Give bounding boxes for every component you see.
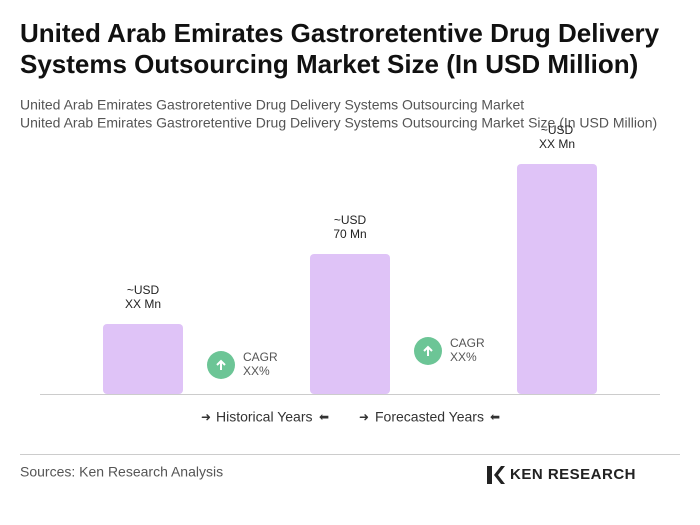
legend-icon: ➜: [201, 410, 211, 424]
cagr-label: CAGR: [450, 336, 485, 350]
value-label: XX Mn: [125, 297, 161, 311]
legend-icon: ➜: [359, 410, 369, 424]
legend-icon: ⬅: [490, 410, 500, 424]
value-label: ~USD: [334, 213, 367, 227]
bar: [310, 254, 390, 394]
chart-title: United Arab Emirates Gastroretentive Dru…: [20, 18, 660, 48]
cagr-value: XX%: [450, 350, 477, 364]
cagr-label: CAGR: [243, 350, 278, 364]
cagr-value: XX%: [243, 364, 270, 378]
logo-text: KEN RESEARCH: [510, 466, 636, 483]
logo-icon: [487, 466, 505, 484]
value-label: ~USD: [541, 123, 574, 137]
bar: [103, 324, 183, 394]
source: Sources: Ken Research Analysis: [20, 464, 223, 480]
subtitle: United Arab Emirates Gastroretentive Dru…: [20, 97, 524, 113]
cagr-arrow: [216, 359, 226, 370]
legend-icon: ⬅: [319, 410, 329, 424]
logo: KEN RESEARCH: [487, 466, 636, 484]
cagr-arrow: [423, 345, 433, 356]
chart-title: Systems Outsourcing Market Size (In USD …: [20, 49, 638, 79]
legend-label: Historical Years: [216, 409, 313, 425]
value-label: XX Mn: [539, 137, 575, 151]
value-label: 70 Mn: [333, 227, 366, 241]
subtitle: United Arab Emirates Gastroretentive Dru…: [20, 115, 657, 131]
value-label: ~USD: [127, 283, 160, 297]
legend-label: Forecasted Years: [375, 409, 484, 425]
bar: [517, 164, 597, 394]
